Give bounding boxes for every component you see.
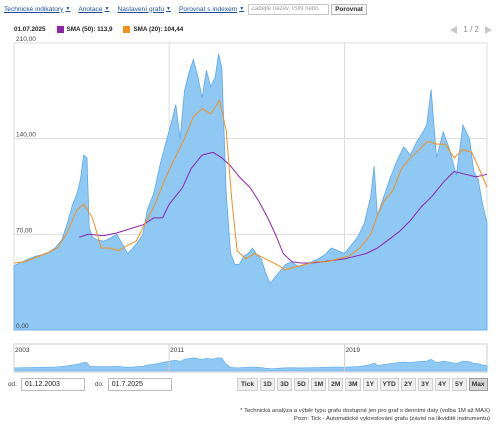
chevron-right-icon[interactable] — [485, 25, 492, 34]
navigator-year-label: 2011 — [170, 347, 184, 354]
period-button-tick[interactable]: Tick — [237, 378, 258, 391]
price-area-series — [13, 53, 488, 331]
legend-item-sma20: SMA (20): 104,44 — [123, 26, 183, 33]
technical-indicators-label: Technické indikátory — [4, 5, 64, 13]
compare-index-menu[interactable]: Porovnat s indexem ▼ — [179, 6, 244, 13]
technical-indicators-menu[interactable]: Technické indikátory ▼ — [4, 6, 70, 13]
y-tick-label: 0,00 — [16, 323, 29, 330]
y-tick-label: 70,00 — [16, 227, 33, 234]
period-button-5d[interactable]: 5D — [294, 378, 309, 391]
legend-sma20-label: SMA (20): 104,44 — [133, 26, 184, 33]
chart-pager: 1 / 2 — [450, 25, 492, 34]
period-button-1d[interactable]: 1D — [260, 378, 275, 391]
period-button-2m[interactable]: 2M — [328, 378, 344, 391]
sma20-swatch — [123, 26, 131, 33]
period-button-2y[interactable]: 2Y — [400, 378, 416, 391]
y-tick-label: 140,00 — [16, 132, 36, 139]
chevron-down-icon: ▼ — [166, 6, 171, 12]
period-button-3d[interactable]: 3D — [277, 378, 292, 391]
period-button-4y[interactable]: 4Y — [434, 378, 450, 391]
chart-settings-menu[interactable]: Nastavení grafu ▼ — [117, 6, 171, 13]
period-button-1m[interactable]: 1M — [311, 378, 327, 391]
y-axis-labels: 210,00 140,00 70,00 0,00 — [16, 36, 36, 330]
legend-sma50-label: SMA (50): 113,9 — [66, 26, 113, 33]
sma-lines-layer — [13, 99, 488, 271]
sma20-line — [13, 99, 488, 271]
sma50-swatch — [56, 26, 64, 33]
navigator-year-label: 2003 — [15, 347, 30, 354]
date-range-bar: od: do: — [8, 378, 172, 391]
sma50-line — [79, 151, 488, 264]
range-navigator: 2003 2011 2019 — [13, 343, 488, 373]
compare-button[interactable]: Porovnat — [331, 3, 367, 15]
from-date-input[interactable] — [20, 378, 85, 391]
navigator-series — [13, 357, 488, 372]
legend-date: 01.07.2025 — [14, 26, 46, 33]
to-date-input[interactable] — [107, 378, 172, 391]
period-button-ytd[interactable]: YTD — [379, 378, 399, 391]
navigator-year-label: 2019 — [346, 347, 361, 354]
legend-item-sma50: SMA (50): 113,9 — [56, 26, 113, 33]
chart-settings-label: Nastavení grafu — [117, 5, 165, 13]
pager-text: 1 / 2 — [463, 25, 479, 34]
chart-toolbar: Technické indikátory ▼ Anotace ▼ Nastavení… — [4, 3, 367, 15]
footnote-line-1: * Technická analýza a výběr typu grafu d… — [240, 408, 490, 414]
instrument-search-input[interactable] — [248, 3, 330, 15]
period-button-3y[interactable]: 3Y — [417, 378, 433, 391]
annotations-label: Anotace — [78, 5, 103, 13]
period-button-max[interactable]: Max — [468, 378, 488, 391]
chevron-down-icon: ▼ — [104, 6, 110, 12]
chevron-left-icon[interactable] — [450, 25, 458, 34]
to-date-label: do: — [94, 381, 104, 388]
compare-index-label: Porovnat s indexem — [179, 5, 238, 13]
footnote: * Technická analýza a výběr typu grafu d… — [240, 407, 490, 423]
from-date-label: od: — [8, 381, 17, 388]
period-button-1y[interactable]: 1Y — [362, 378, 378, 391]
period-button-3m[interactable]: 3M — [345, 378, 361, 391]
period-buttons: Tick 1D 3D 5D 1M 2M 3M 1Y YTD 2Y 3Y 4Y 5Y Max — [237, 378, 490, 391]
period-button-5y[interactable]: 5Y — [451, 378, 467, 391]
footnote-line-2: Pozn: Tick - Automatické vykreslování gr… — [293, 416, 490, 422]
price-area-layer — [13, 53, 488, 331]
annotations-menu[interactable]: Anotace ▼ — [78, 6, 109, 13]
y-tick-label: 210,00 — [16, 36, 36, 43]
chevron-down-icon: ▼ — [239, 6, 245, 12]
chart-legend: 01.07.2025 SMA (50): 113,9 SMA (20): 104… — [14, 26, 183, 33]
chevron-down-icon: ▼ — [65, 6, 71, 12]
